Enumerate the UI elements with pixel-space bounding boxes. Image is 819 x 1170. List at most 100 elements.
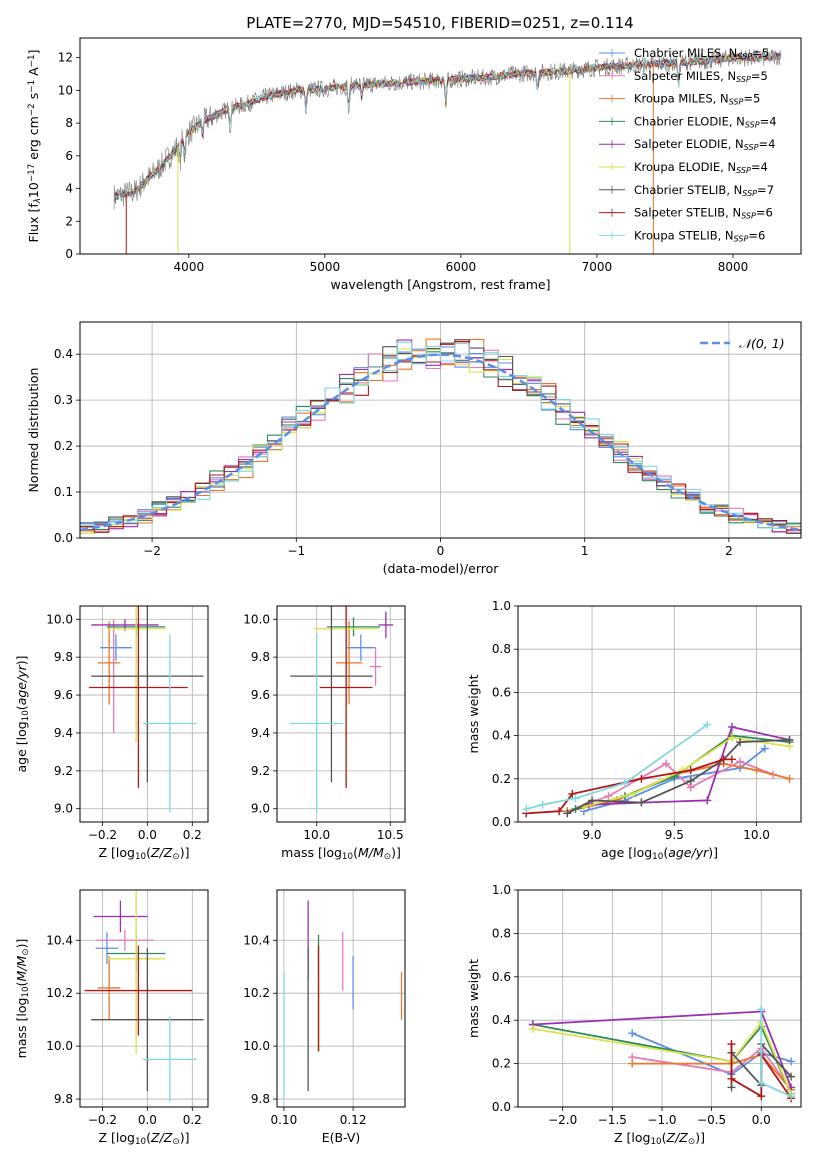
legend-label-salpeter-stelib: Salpeter STELIB, NSSP=6 — [634, 206, 773, 221]
mass-vs-ebv-panel: 0.10 0.12 9.8 10.0 10.2 10.4 E(B-V) — [243, 889, 406, 1145]
x-tick-label: 0.0 — [138, 1113, 157, 1127]
weight-line-salpeter-stelib — [522, 755, 736, 818]
weight-marker — [703, 720, 712, 729]
x-axis-label: age [log10(age/yr)] — [601, 845, 718, 862]
x-tick-label: −1 — [287, 544, 305, 558]
weight-line-kroupa-elodie — [579, 733, 794, 811]
y-tick-label: 9.2 — [54, 764, 73, 778]
y-tick-label: 9.0 — [54, 802, 73, 816]
x-tick-label: −0.2 — [88, 1113, 117, 1127]
weight-marker — [637, 774, 646, 783]
weight-vs-z-plot-area — [518, 890, 801, 1107]
x-tick-label: 10.5 — [377, 828, 404, 842]
x-tick-label: −0.2 — [88, 828, 117, 842]
y-tick-label: 8 — [65, 116, 73, 130]
weight-line-kroupa-stelib — [757, 1005, 796, 1101]
errorbar-kroupa-elodie — [106, 890, 166, 1055]
errorbar-kroupa-miles — [335, 621, 363, 705]
weight-marker — [538, 800, 547, 809]
errorbar-kroupa-miles — [97, 621, 121, 705]
weight-marker — [637, 798, 646, 807]
x-tick-label: 2 — [725, 544, 733, 558]
weight-marker — [620, 779, 629, 788]
y-tick-label: 1.0 — [492, 883, 511, 897]
x-tick-label: −1.5 — [598, 1113, 627, 1127]
weight-line-kroupa-stelib — [522, 720, 712, 814]
weight-marker — [528, 1024, 537, 1033]
y-tick-label: 0.4 — [54, 347, 73, 361]
x-tick-label: 0.0 — [752, 1113, 771, 1127]
weight-marker — [757, 1079, 766, 1088]
x-tick-label: −2 — [143, 544, 161, 558]
histogram-kroupa-stelib — [80, 341, 801, 529]
x-tick-label: −0.5 — [697, 1113, 726, 1127]
weight-marker — [703, 796, 712, 805]
legend-label-gaussian: 𝒩(0, 1) — [739, 336, 785, 351]
y-tick-label: 9.8 — [54, 650, 73, 664]
y-tick-label: 10.4 — [243, 933, 270, 947]
errorbar-chabrier-stelib — [91, 948, 204, 1092]
y-tick-label: 0.0 — [492, 815, 511, 829]
y-tick-label: 9.4 — [54, 726, 73, 740]
x-tick-label: 9.5 — [665, 828, 684, 842]
y-axis-label: mass [log10(M/M⊙)] — [14, 939, 31, 1059]
y-tick-label: 12 — [58, 51, 73, 65]
spectrum-frame — [79, 37, 802, 255]
errorbar-chabrier-miles — [346, 634, 376, 661]
legend-label-kroupa-miles: Kroupa MILES, NSSP=5 — [634, 92, 760, 107]
y-tick-label: 6 — [65, 149, 73, 163]
y-tick-label: 9.8 — [251, 650, 270, 664]
model-spectrum-salpeter-stelib — [113, 52, 781, 201]
y-tick-label: 10.2 — [243, 986, 270, 1000]
y-tick-label: 0.2 — [54, 439, 73, 453]
legend-label-kroupa-elodie: Kroupa ELODIE, NSSP=4 — [634, 160, 768, 175]
mass-vs-z-plot-area — [80, 890, 208, 1107]
errorbar-kroupa-stelib — [290, 634, 344, 813]
y-tick-label: 0 — [65, 247, 73, 261]
errorbar-chabrier-miles — [100, 634, 132, 661]
weight-marker — [555, 807, 564, 816]
errorbar-salpeter-stelib — [84, 945, 193, 1036]
x-tick-label: 6000 — [446, 260, 477, 274]
y-tick-label: 10.0 — [243, 1039, 270, 1053]
mass-vs-metallicity-panel: −0.2 0.0 0.2 9.8 10.0 10.2 10.4 Z [log10(Z/Z⊙)]… — [14, 889, 209, 1147]
x-tick-label: 10.0 — [743, 828, 770, 842]
weight-marker — [787, 1092, 796, 1101]
weight-marker — [727, 722, 736, 731]
x-tick-label: −2.0 — [548, 1113, 577, 1127]
errorbar-chabrier-stelib — [91, 606, 204, 783]
weight-marker — [727, 1074, 736, 1083]
x-tick-label: 0.10 — [271, 1113, 298, 1127]
y-tick-label: 10.0 — [46, 1039, 73, 1053]
x-axis-label: wavelength [Angstrom, rest frame] — [330, 277, 550, 292]
weight-marker — [760, 744, 769, 753]
x-axis-label: Z [log10(Z/Z⊙)] — [614, 1130, 705, 1147]
weight-marker — [727, 1083, 736, 1092]
y-axis-label: age [log10(age/yr)] — [14, 655, 31, 772]
figure-title: PLATE=2770, MJD=54510, FIBERID=0251, z=0… — [246, 14, 633, 32]
y-tick-label: 10.0 — [46, 612, 73, 626]
x-tick-label: 0 — [437, 544, 445, 558]
weight-marker — [662, 759, 671, 768]
legend-label-chabrier-stelib: Chabrier STELIB, NSSP=7 — [634, 183, 774, 198]
weight-line-salpeter-miles — [563, 757, 778, 816]
mass-vs-ebv-frame — [276, 889, 406, 1108]
weight-marker — [719, 755, 728, 764]
y-tick-label: 9.6 — [251, 688, 270, 702]
weight-marker — [686, 776, 695, 785]
weight-marker — [727, 1040, 736, 1049]
mass-vs-ebv-plot-area — [277, 890, 405, 1107]
errorbar-salpeter-elodie — [378, 611, 394, 639]
y-tick-label: 0.0 — [492, 1100, 511, 1114]
age-vs-metallicity-panel: −0.2 0.0 0.2 9.0 9.2 9.4 9.6 9.8 10.0 Z [log10(Z/… — [14, 605, 209, 862]
x-tick-label: 0.2 — [183, 1113, 202, 1127]
x-tick-label: 0.12 — [340, 1113, 367, 1127]
weight-marker — [563, 809, 572, 818]
errorbar-salpeter-stelib — [319, 606, 373, 788]
y-tick-label: 9.8 — [54, 1092, 73, 1106]
weight-marker — [588, 796, 597, 805]
y-tick-label: 0.2 — [492, 1057, 511, 1071]
y-tick-label: 0.4 — [492, 729, 511, 743]
residuals-panel: −2 −1 0 1 2 0.0 0.1 0.2 0.3 0.4 (data-model)/error… — [26, 321, 802, 576]
